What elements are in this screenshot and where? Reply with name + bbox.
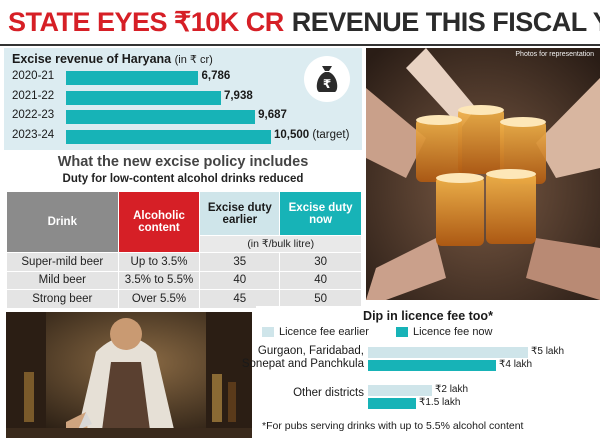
col-header-now: Excise duty now	[279, 191, 362, 236]
licence-bar-earlier	[368, 347, 528, 358]
col-header-alcohol: Alcoholic content	[117, 191, 201, 253]
revenue-annotation: (target)	[309, 128, 350, 141]
duty-table: Drink Alcoholic content Excise duty earl…	[6, 191, 362, 309]
cell-alcohol: Over 5.5%	[117, 289, 201, 309]
revenue-chart-title: Excise revenue of Haryana (in ₹ cr)	[12, 52, 213, 66]
cell-duty-earlier: 45	[199, 289, 281, 309]
revenue-title-text: Excise revenue of Haryana	[12, 52, 172, 66]
revenue-year-label: 2022-23	[12, 109, 55, 121]
duty-unit-row: (in ₹/bulk litre)	[199, 235, 362, 253]
headline-rule	[0, 44, 600, 46]
revenue-unit: (in ₹ cr)	[174, 54, 213, 66]
licence-bar-now	[368, 398, 416, 409]
cell-duty-now: 40	[279, 270, 362, 290]
revenue-bar	[66, 71, 199, 85]
revenue-chart-panel: Excise revenue of Haryana (in ₹ cr) ₹ 20…	[4, 48, 362, 150]
cell-alcohol: 3.5% to 5.5%	[117, 270, 201, 290]
revenue-value-label: 7,938	[223, 89, 253, 102]
cheers-photo: Photos for representation	[366, 48, 600, 300]
licence-value-label: ₹2 lakh	[435, 384, 469, 395]
licence-value-label: ₹4 lakh	[499, 359, 533, 370]
headline: STATE EYES ₹10K CR REVENUE THIS FISCAL Y…	[0, 0, 600, 44]
photo-credit: Photos for representation	[515, 51, 594, 58]
col-header-earlier: Excise duty earlier	[199, 191, 281, 236]
cell-drink: Mild beer	[6, 270, 119, 290]
revenue-year-label: 2023-24	[12, 128, 55, 141]
revenue-year-label: 2021-22	[12, 89, 55, 102]
legend-now: Licence fee now	[396, 326, 493, 338]
legend-label-earlier: Licence fee earlier	[279, 326, 369, 338]
licence-value-label: ₹1.5 lakh	[419, 397, 461, 408]
headline-red: STATE EYES ₹10K CR	[8, 6, 284, 37]
legend-label-now: Licence fee now	[413, 326, 493, 338]
licence-chart-title: Dip in licence fee too*	[363, 309, 493, 323]
svg-text:₹: ₹	[323, 77, 331, 91]
table-row: Mild beer 3.5% to 5.5% 40 40	[6, 270, 362, 290]
headline-dark: REVENUE THIS FISCAL YR	[291, 6, 600, 37]
licence-value-label: ₹5 lakh	[531, 346, 565, 357]
duty-subtitle: Duty for low-content alcohol drinks redu…	[62, 173, 304, 185]
legend-swatch-now	[396, 327, 408, 337]
cell-duty-earlier: 35	[199, 252, 281, 272]
cell-drink: Super-mild beer	[6, 252, 119, 272]
bartender-photo	[6, 312, 252, 438]
revenue-bar	[66, 129, 271, 144]
revenue-bar	[66, 90, 221, 105]
col-header-drink: Drink	[6, 191, 119, 253]
legend-earlier: Licence fee earlier	[262, 326, 369, 338]
revenue-value-label: 9,687	[258, 109, 287, 121]
legend-swatch-earlier	[262, 327, 274, 337]
licence-category-label: Other districts	[293, 387, 364, 399]
revenue-value-label: 10,500 (target)	[274, 128, 350, 141]
table-row: Strong beer Over 5.5% 45 50	[6, 289, 362, 309]
money-bag-icon: ₹	[304, 56, 350, 102]
licence-fee-chart: Dip in licence fee too* Licence fee earl…	[242, 306, 600, 442]
cell-drink: Strong beer	[6, 289, 119, 309]
cell-duty-earlier: 40	[199, 270, 281, 290]
cell-duty-now: 30	[279, 252, 362, 272]
licence-category-label: Gurgaon, Faridabad, Sonepat and Panchkula	[241, 345, 364, 370]
licence-bar-now	[368, 360, 496, 371]
licence-bar-earlier	[368, 385, 432, 396]
table-row: Super-mild beer Up to 3.5% 35 30	[6, 252, 362, 272]
cell-alcohol: Up to 3.5%	[117, 252, 201, 272]
licence-footnote: *For pubs serving drinks with up to 5.5%…	[262, 420, 524, 432]
revenue-bar	[66, 110, 256, 124]
policy-title: What the new excise policy includes	[57, 154, 309, 170]
revenue-year-label: 2020-21	[12, 70, 55, 82]
revenue-value-label: 6,786	[201, 70, 231, 82]
